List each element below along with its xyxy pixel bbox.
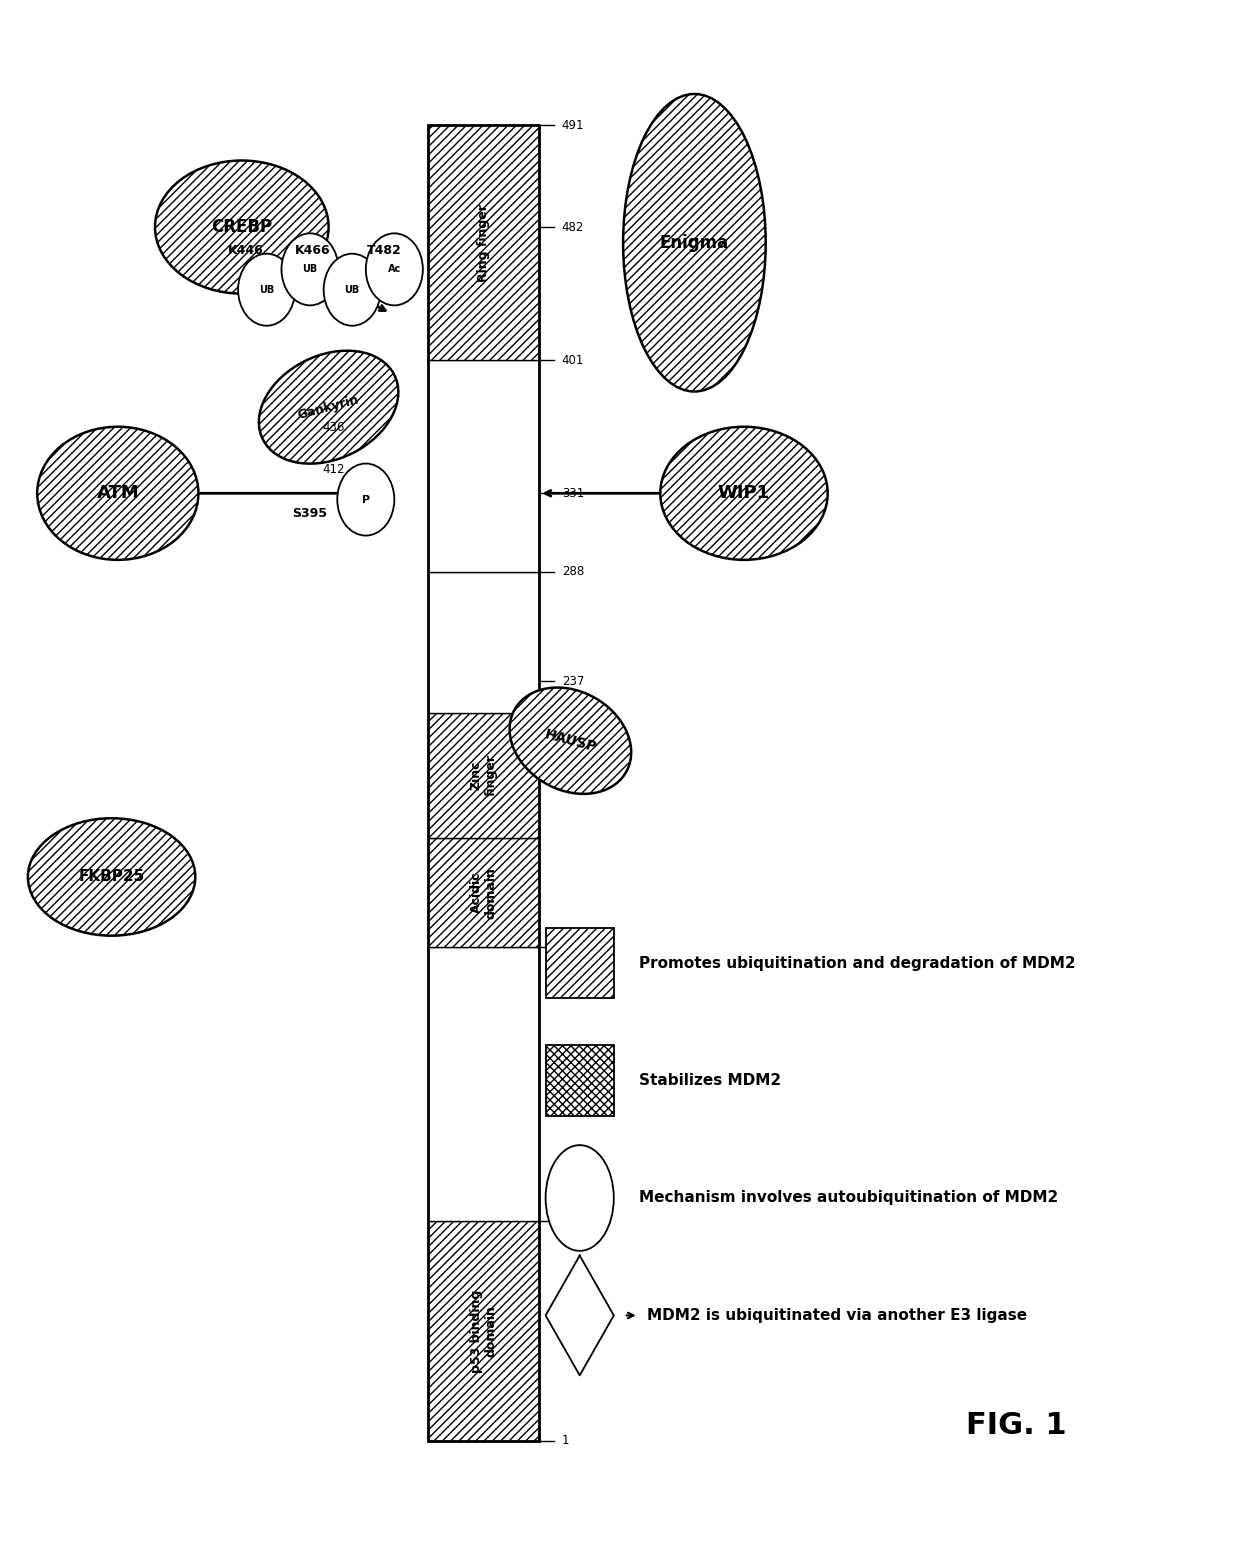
- Text: Promotes ubiquitination and degradation of MDM2: Promotes ubiquitination and degradation …: [639, 955, 1075, 971]
- Bar: [428, 572, 539, 713]
- Bar: [428, 838, 539, 947]
- Text: ATM: ATM: [97, 484, 139, 503]
- Text: 436: 436: [322, 421, 345, 434]
- Ellipse shape: [510, 687, 631, 794]
- Bar: [428, 125, 539, 1441]
- Text: FIG. 1: FIG. 1: [966, 1411, 1068, 1439]
- Text: Acidic
domain: Acidic domain: [470, 866, 497, 919]
- Text: K466: K466: [295, 244, 330, 257]
- Text: CREBP: CREBP: [211, 218, 273, 236]
- Text: 1: 1: [562, 1434, 569, 1447]
- Text: 237: 237: [562, 675, 584, 687]
- Text: 229: 229: [562, 706, 584, 719]
- Text: UB: UB: [345, 285, 360, 294]
- Text: Zinc
finger: Zinc finger: [470, 755, 497, 796]
- Circle shape: [281, 233, 339, 305]
- Circle shape: [238, 254, 295, 326]
- Text: HAUSP: HAUSP: [543, 727, 598, 755]
- Text: 412: 412: [322, 464, 345, 476]
- Text: FKBP25: FKBP25: [78, 869, 145, 885]
- Text: UB: UB: [303, 265, 317, 274]
- Text: 491: 491: [562, 119, 584, 132]
- Bar: [428, 360, 539, 572]
- Text: K446: K446: [228, 244, 263, 257]
- Text: UB: UB: [259, 285, 274, 294]
- Text: Enigma: Enigma: [660, 233, 729, 252]
- Ellipse shape: [155, 160, 329, 294]
- Text: 101: 101: [562, 941, 584, 954]
- Text: Ring finger: Ring finger: [477, 204, 490, 282]
- Bar: [428, 1221, 539, 1441]
- Text: p53 binding
domain: p53 binding domain: [470, 1289, 497, 1373]
- Ellipse shape: [37, 426, 198, 561]
- Ellipse shape: [546, 1145, 614, 1251]
- Text: P: P: [362, 495, 370, 504]
- Circle shape: [337, 464, 394, 536]
- Bar: [428, 947, 539, 1221]
- Text: Stabilizes MDM2: Stabilizes MDM2: [639, 1073, 781, 1088]
- Bar: [546, 1046, 614, 1115]
- Bar: [546, 927, 614, 999]
- Text: T482: T482: [367, 244, 402, 257]
- Text: MDM2 is ubiquitinated via another E3 ligase: MDM2 is ubiquitinated via another E3 lig…: [647, 1308, 1028, 1323]
- Text: Ac: Ac: [388, 265, 401, 274]
- Ellipse shape: [27, 817, 196, 936]
- Text: 482: 482: [562, 221, 584, 233]
- Text: 18: 18: [562, 1215, 577, 1228]
- Text: 225: 225: [562, 769, 584, 781]
- Text: 331: 331: [562, 487, 584, 500]
- Text: 288: 288: [562, 565, 584, 578]
- Text: Mechanism involves autoubiquitination of MDM2: Mechanism involves autoubiquitination of…: [639, 1190, 1058, 1206]
- Bar: [428, 713, 539, 838]
- Text: WIP1: WIP1: [718, 484, 770, 503]
- Text: Gankyrin: Gankyrin: [296, 393, 361, 421]
- Text: 401: 401: [562, 354, 584, 366]
- Bar: [428, 125, 539, 360]
- Circle shape: [324, 254, 381, 326]
- Ellipse shape: [660, 426, 828, 561]
- Text: S395: S395: [293, 507, 327, 520]
- Ellipse shape: [259, 351, 398, 464]
- Ellipse shape: [624, 94, 766, 392]
- Circle shape: [366, 233, 423, 305]
